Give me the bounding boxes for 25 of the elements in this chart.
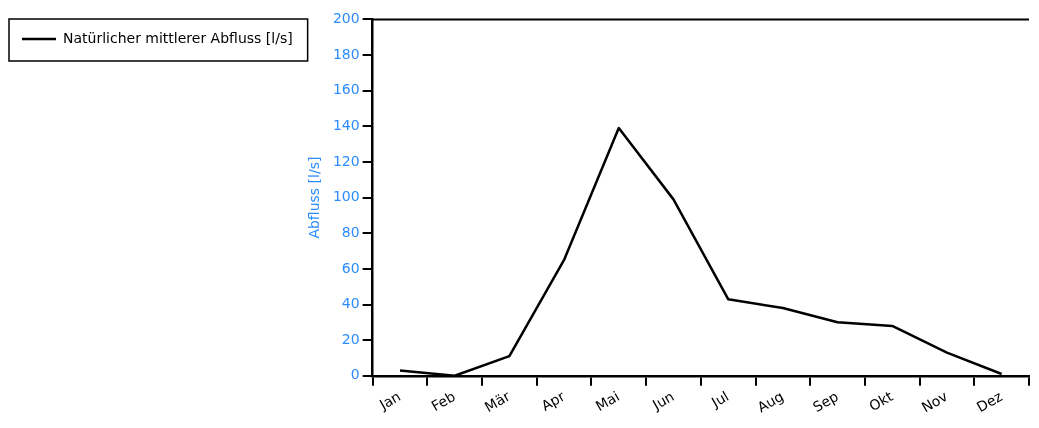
y-tick-label: 120: [332, 152, 360, 169]
y-tick-label: 40: [341, 295, 360, 312]
x-tick-label: Feb: [428, 387, 459, 415]
y-tick-label: 80: [341, 223, 360, 240]
x-tick-label: Mai: [592, 387, 623, 415]
y-tick-label: 180: [332, 45, 360, 62]
x-tick-label: Sep: [810, 387, 841, 415]
x-tick-label: Jul: [708, 387, 732, 411]
y-tick-label: 200: [332, 10, 360, 27]
x-tick-label: Nov: [918, 387, 951, 416]
y-tick-label: 160: [332, 81, 360, 98]
y-axis-title: Abfluss [l/s]: [305, 156, 322, 239]
x-tick-label: Aug: [754, 387, 787, 416]
y-tick-label: 20: [341, 330, 360, 347]
y-tick-label: 60: [341, 259, 360, 276]
x-tick-label: Mär: [481, 387, 513, 415]
legend-label: Natürlicher mittlerer Abfluss [l/s]: [63, 29, 293, 46]
y-tick-label: 100: [332, 188, 360, 205]
x-tick-label: Dez: [973, 387, 1005, 416]
y-tick-label: 140: [332, 116, 360, 133]
x-tick-label: Jun: [648, 387, 677, 414]
x-tick-label: Apr: [538, 387, 568, 414]
x-tick-label: Okt: [866, 387, 897, 415]
x-tick-label: Jan: [375, 387, 404, 414]
y-tick-label: 0: [350, 366, 360, 383]
